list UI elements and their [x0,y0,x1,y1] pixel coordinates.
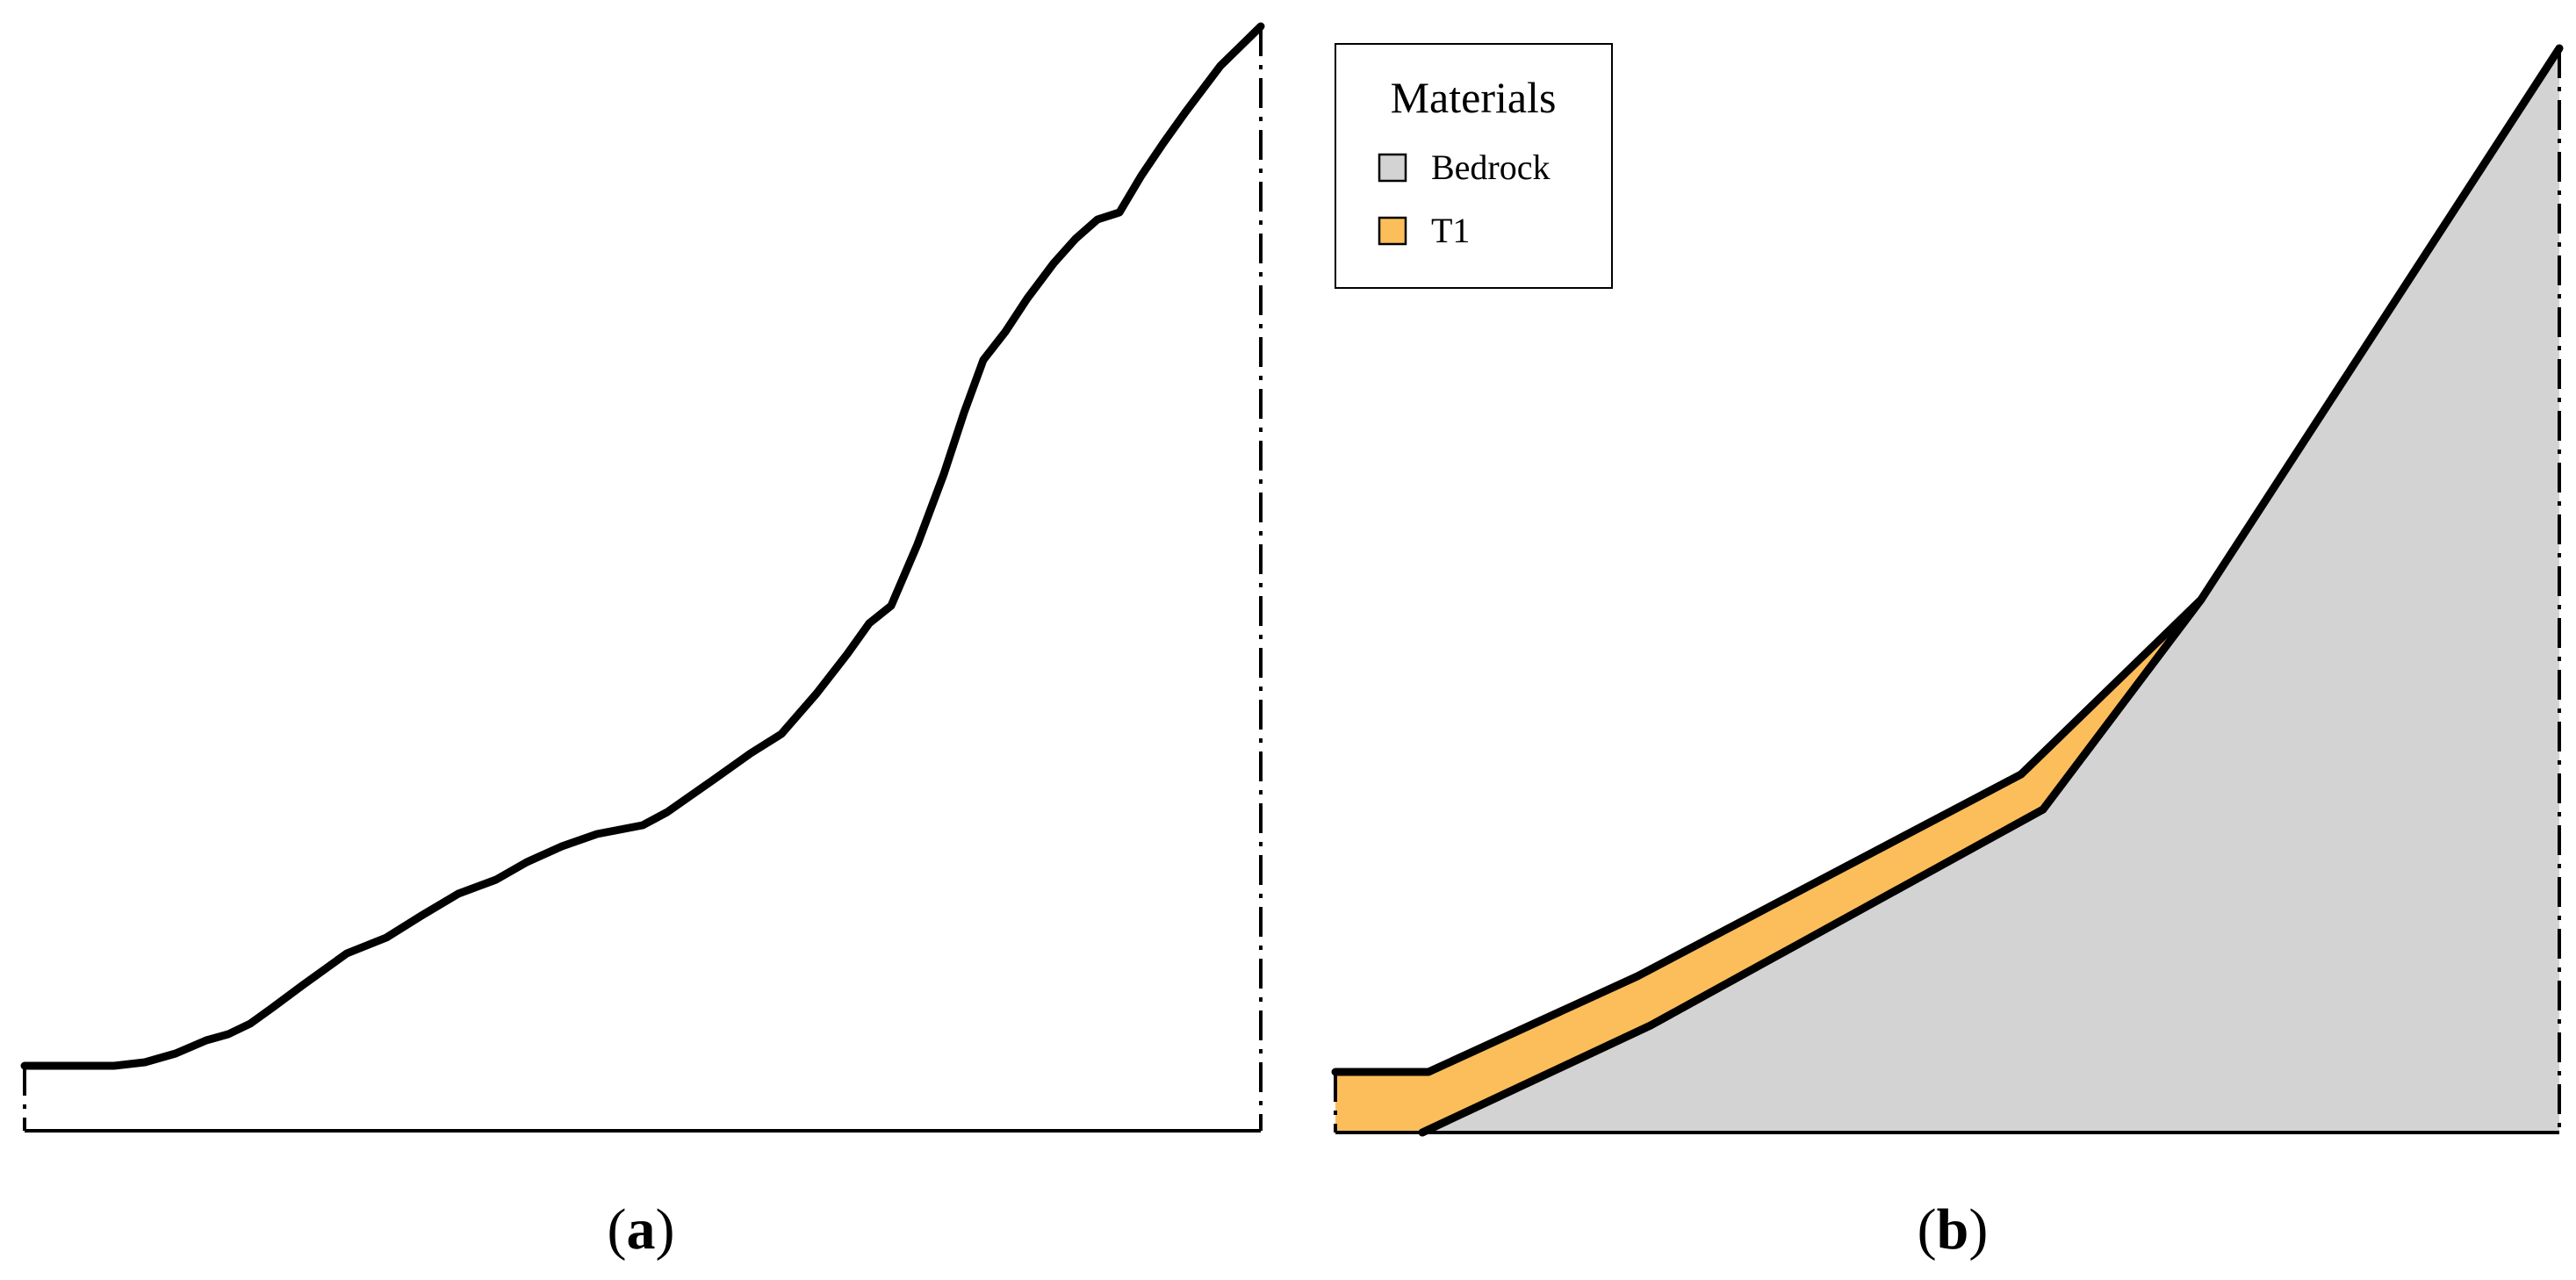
panel-a-label: (a) [608,1197,675,1262]
panel-a-slope-surface [20,22,1265,1070]
legend-label-t1: T1 [1431,211,1470,250]
bedrock-interface [1418,595,2205,1137]
t1-layer-area [1335,600,2201,1133]
panel-a [20,22,1265,1133]
panel-b: Materials Bedrock T1 [1331,43,2564,1137]
legend-label-bedrock: Bedrock [1431,147,1551,187]
legend-title: Materials [1391,73,1557,122]
legend-swatch-t1 [1378,216,1407,246]
legend-swatch-bedrock [1378,153,1407,183]
bedrock-area [1422,48,2559,1133]
panel-b-label: (b) [1918,1197,1989,1262]
t1-top-surface [1331,44,2564,1076]
materials-legend: Materials Bedrock T1 [1335,43,1613,289]
